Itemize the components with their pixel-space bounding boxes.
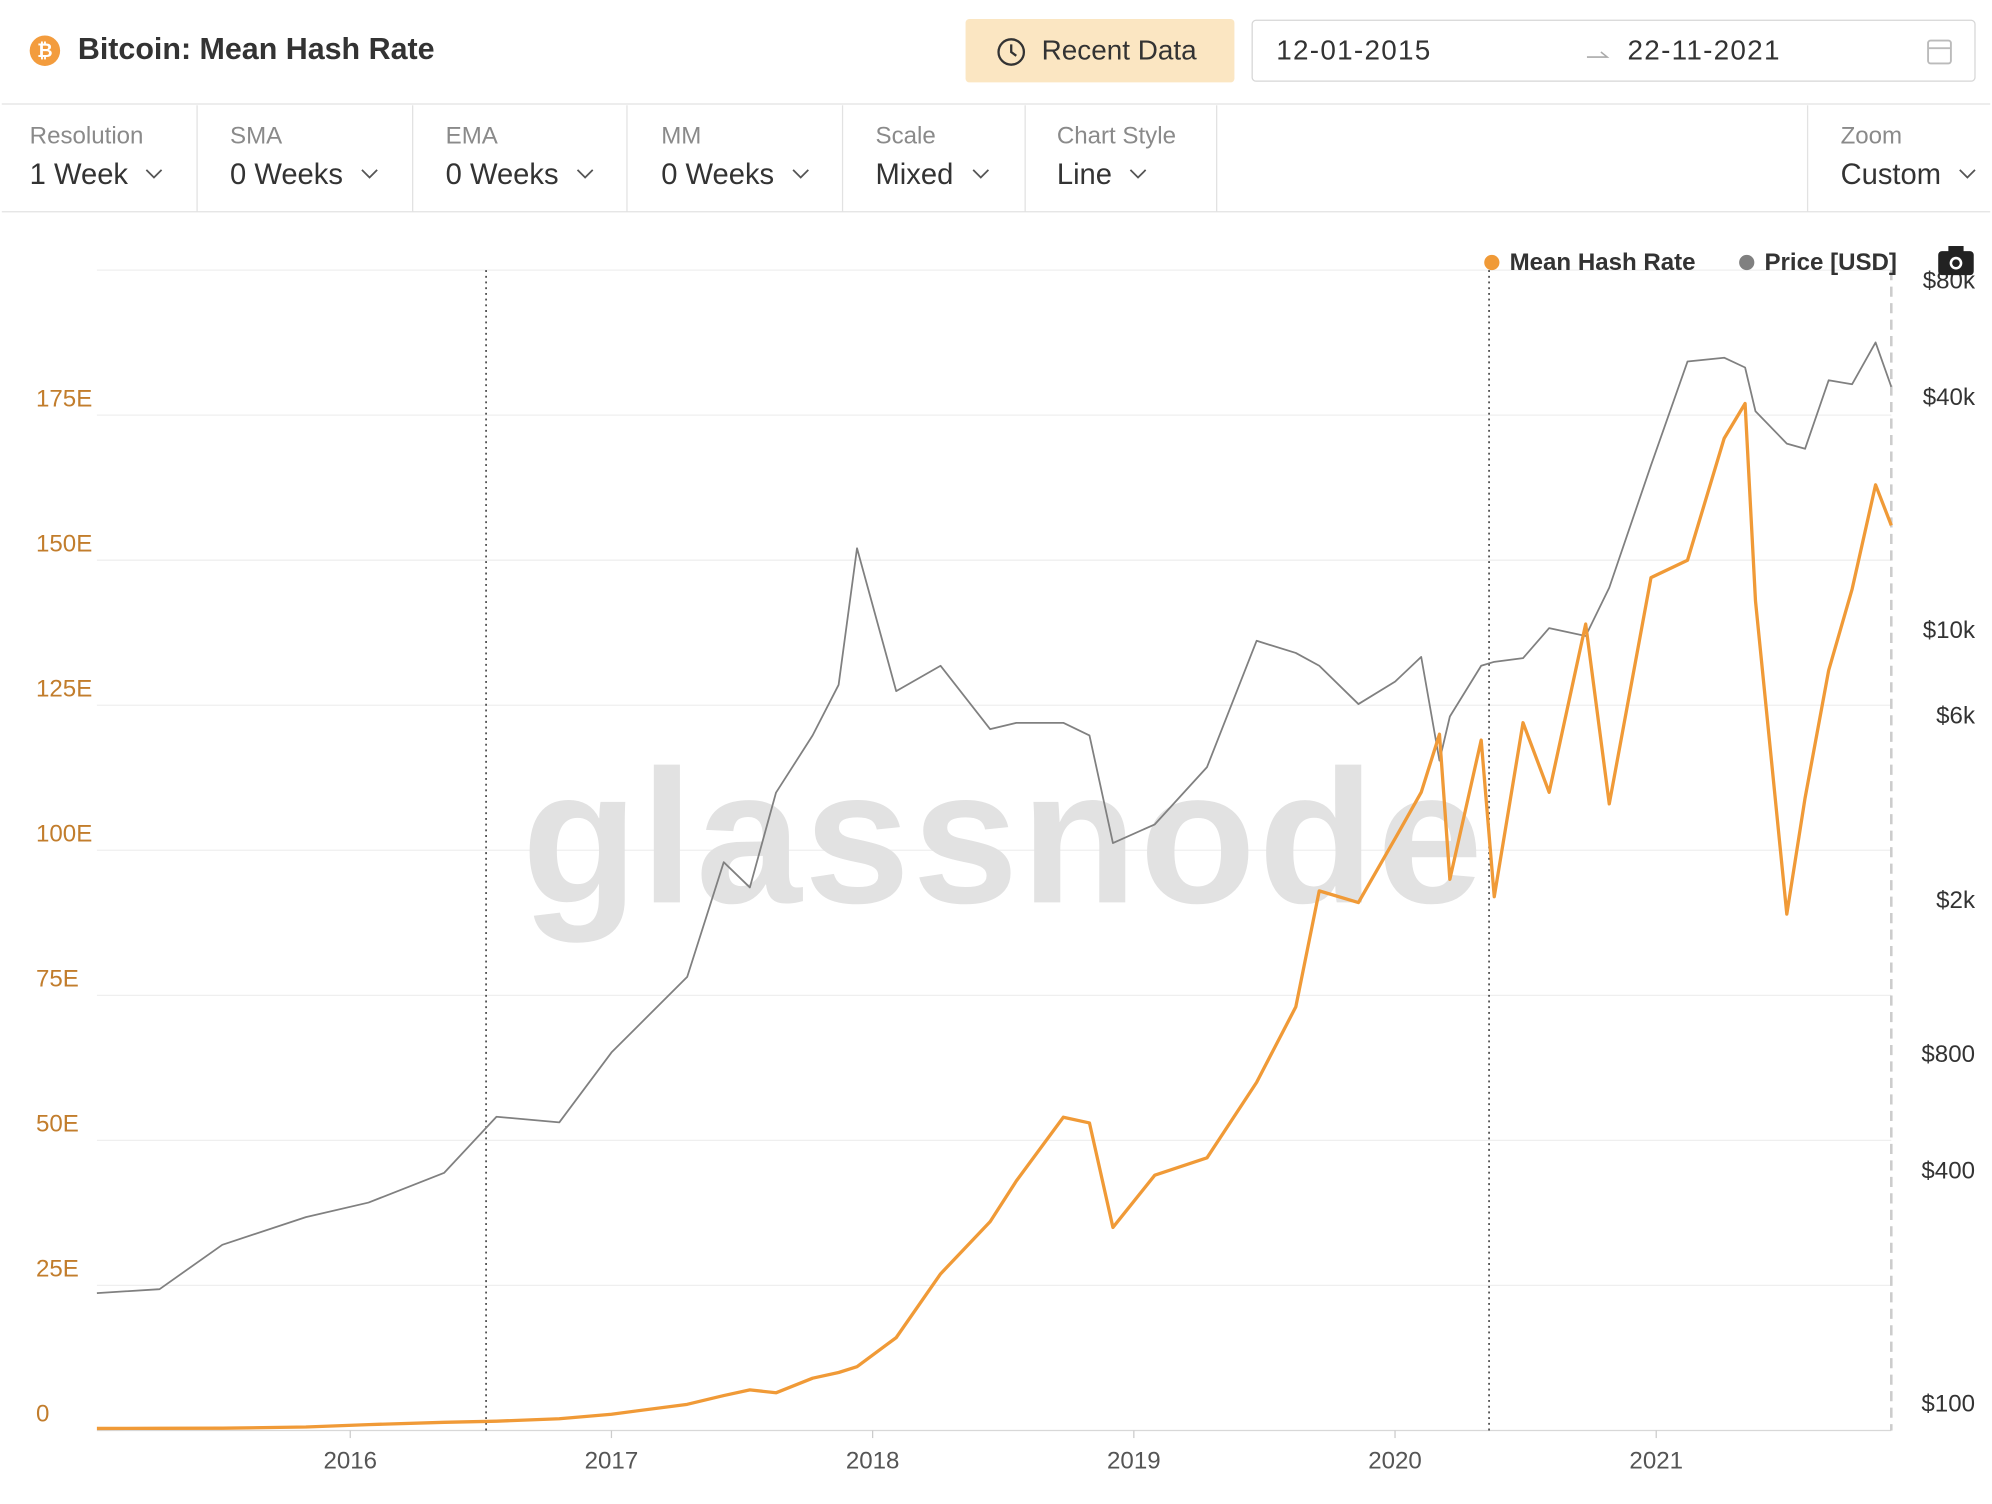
y-tick-label: 125E [36, 675, 92, 702]
control[interactable]: Chart Style Line [1057, 122, 1176, 191]
control-label: MM [661, 122, 701, 149]
button-bg [965, 19, 1235, 83]
range-arrow [1586, 51, 1610, 58]
control-value: 0 Weeks [661, 159, 774, 191]
calendar-icon [1927, 39, 1952, 65]
control[interactable]: EMA 0 Weeks [446, 122, 594, 191]
control-value: Mixed [876, 159, 954, 191]
control-label: Zoom [1841, 122, 1903, 149]
series-line [96, 401, 1893, 1431]
camera-top [1948, 246, 1964, 253]
control[interactable]: MM 0 Weeks [661, 122, 809, 191]
x-tick-label: 2018 [846, 1448, 900, 1475]
control-value: 0 Weeks [446, 159, 559, 191]
y2-tick-label: $40k [1923, 384, 1976, 411]
clock-icon [997, 38, 1026, 66]
control-label: Resolution [30, 122, 144, 149]
x-tick-label: 2017 [585, 1448, 639, 1475]
clock-hand [1010, 44, 1017, 57]
date-from: 12-01-2015 [1276, 34, 1431, 65]
y-tick-label: 100E [36, 820, 92, 847]
button-label: Recent Data [1042, 34, 1197, 65]
y2-tick-label: $800 [1921, 1041, 1975, 1068]
control-value: 0 Weeks [230, 159, 343, 191]
x-tick-label: 2019 [1107, 1448, 1161, 1475]
control-label: Scale [876, 122, 936, 149]
control-value: 1 Week [30, 159, 129, 191]
y-tick-label: 175E [36, 385, 92, 412]
y-tick-label: 50E [36, 1111, 79, 1138]
chevron [145, 169, 163, 179]
y2-tick-label: $100 [1921, 1390, 1975, 1417]
y2-tick-label: $2k [1936, 887, 1976, 914]
recent-data-button[interactable]: Recent Data [965, 19, 1235, 83]
bitcoin-symbol: ₿ [37, 41, 53, 62]
chevron [576, 169, 594, 179]
chevron [792, 169, 809, 179]
camera-lens-inner [1952, 259, 1960, 267]
y-tick-label: 25E [36, 1256, 79, 1283]
x-tick-label: 2020 [1368, 1448, 1422, 1475]
x-tick-label: 2016 [323, 1448, 377, 1475]
page-title: Bitcoin: Mean Hash Rate [78, 32, 435, 66]
legend: Mean Hash Rate Price [USD] [1484, 249, 1897, 276]
date-box [1251, 19, 1976, 82]
control[interactable]: Scale Mixed [876, 122, 990, 191]
y2-tick-label: $10k [1923, 617, 1976, 644]
date-range[interactable]: 12-01-2015 22-11-2021 [1251, 19, 1976, 82]
y2-tick-label: $400 [1921, 1158, 1975, 1185]
bitcoin-icon [29, 35, 61, 66]
control-label: SMA [230, 122, 283, 149]
control-label: EMA [446, 122, 499, 149]
y-tick-label: 75E [36, 965, 79, 992]
y-tick-label: 150E [36, 530, 92, 557]
camera-icon[interactable] [1938, 246, 1974, 276]
controls: Resolution 1 Week SMA 0 Weeks EMA 0 Weeks MM 0 … [30, 105, 1976, 212]
y2-tick-label: $6k [1936, 703, 1976, 730]
plot: 0 25E 50E 75E 100E 125E 150E 175E $100 $400 $800 $2… [36, 268, 1976, 1475]
chevron [361, 169, 378, 179]
watermark: glassnode [522, 731, 1486, 943]
chevron [1129, 169, 1147, 179]
legend-label: Price [USD] [1764, 249, 1896, 276]
control-value: Custom [1841, 159, 1941, 191]
control-value: Line [1057, 159, 1112, 191]
y-tick-label: 0 [36, 1401, 49, 1428]
date-to: 22-11-2021 [1628, 34, 1781, 65]
legend-item[interactable]: Mean Hash Rate [1484, 249, 1696, 276]
control[interactable]: SMA 0 Weeks [230, 122, 378, 191]
control-label: Chart Style [1057, 122, 1176, 149]
x-tick-label: 2021 [1629, 1448, 1683, 1475]
control[interactable]: Resolution 1 Week [30, 122, 163, 191]
legend-swatch [1739, 254, 1755, 271]
legend-swatch [1484, 254, 1500, 271]
series-line [96, 341, 1893, 1294]
legend-label: Mean Hash Rate [1510, 249, 1696, 276]
control[interactable]: Zoom Custom [1841, 122, 1976, 191]
legend-item[interactable]: Price [USD] [1739, 249, 1897, 276]
chevron [1959, 169, 1976, 179]
chevron [972, 169, 990, 179]
